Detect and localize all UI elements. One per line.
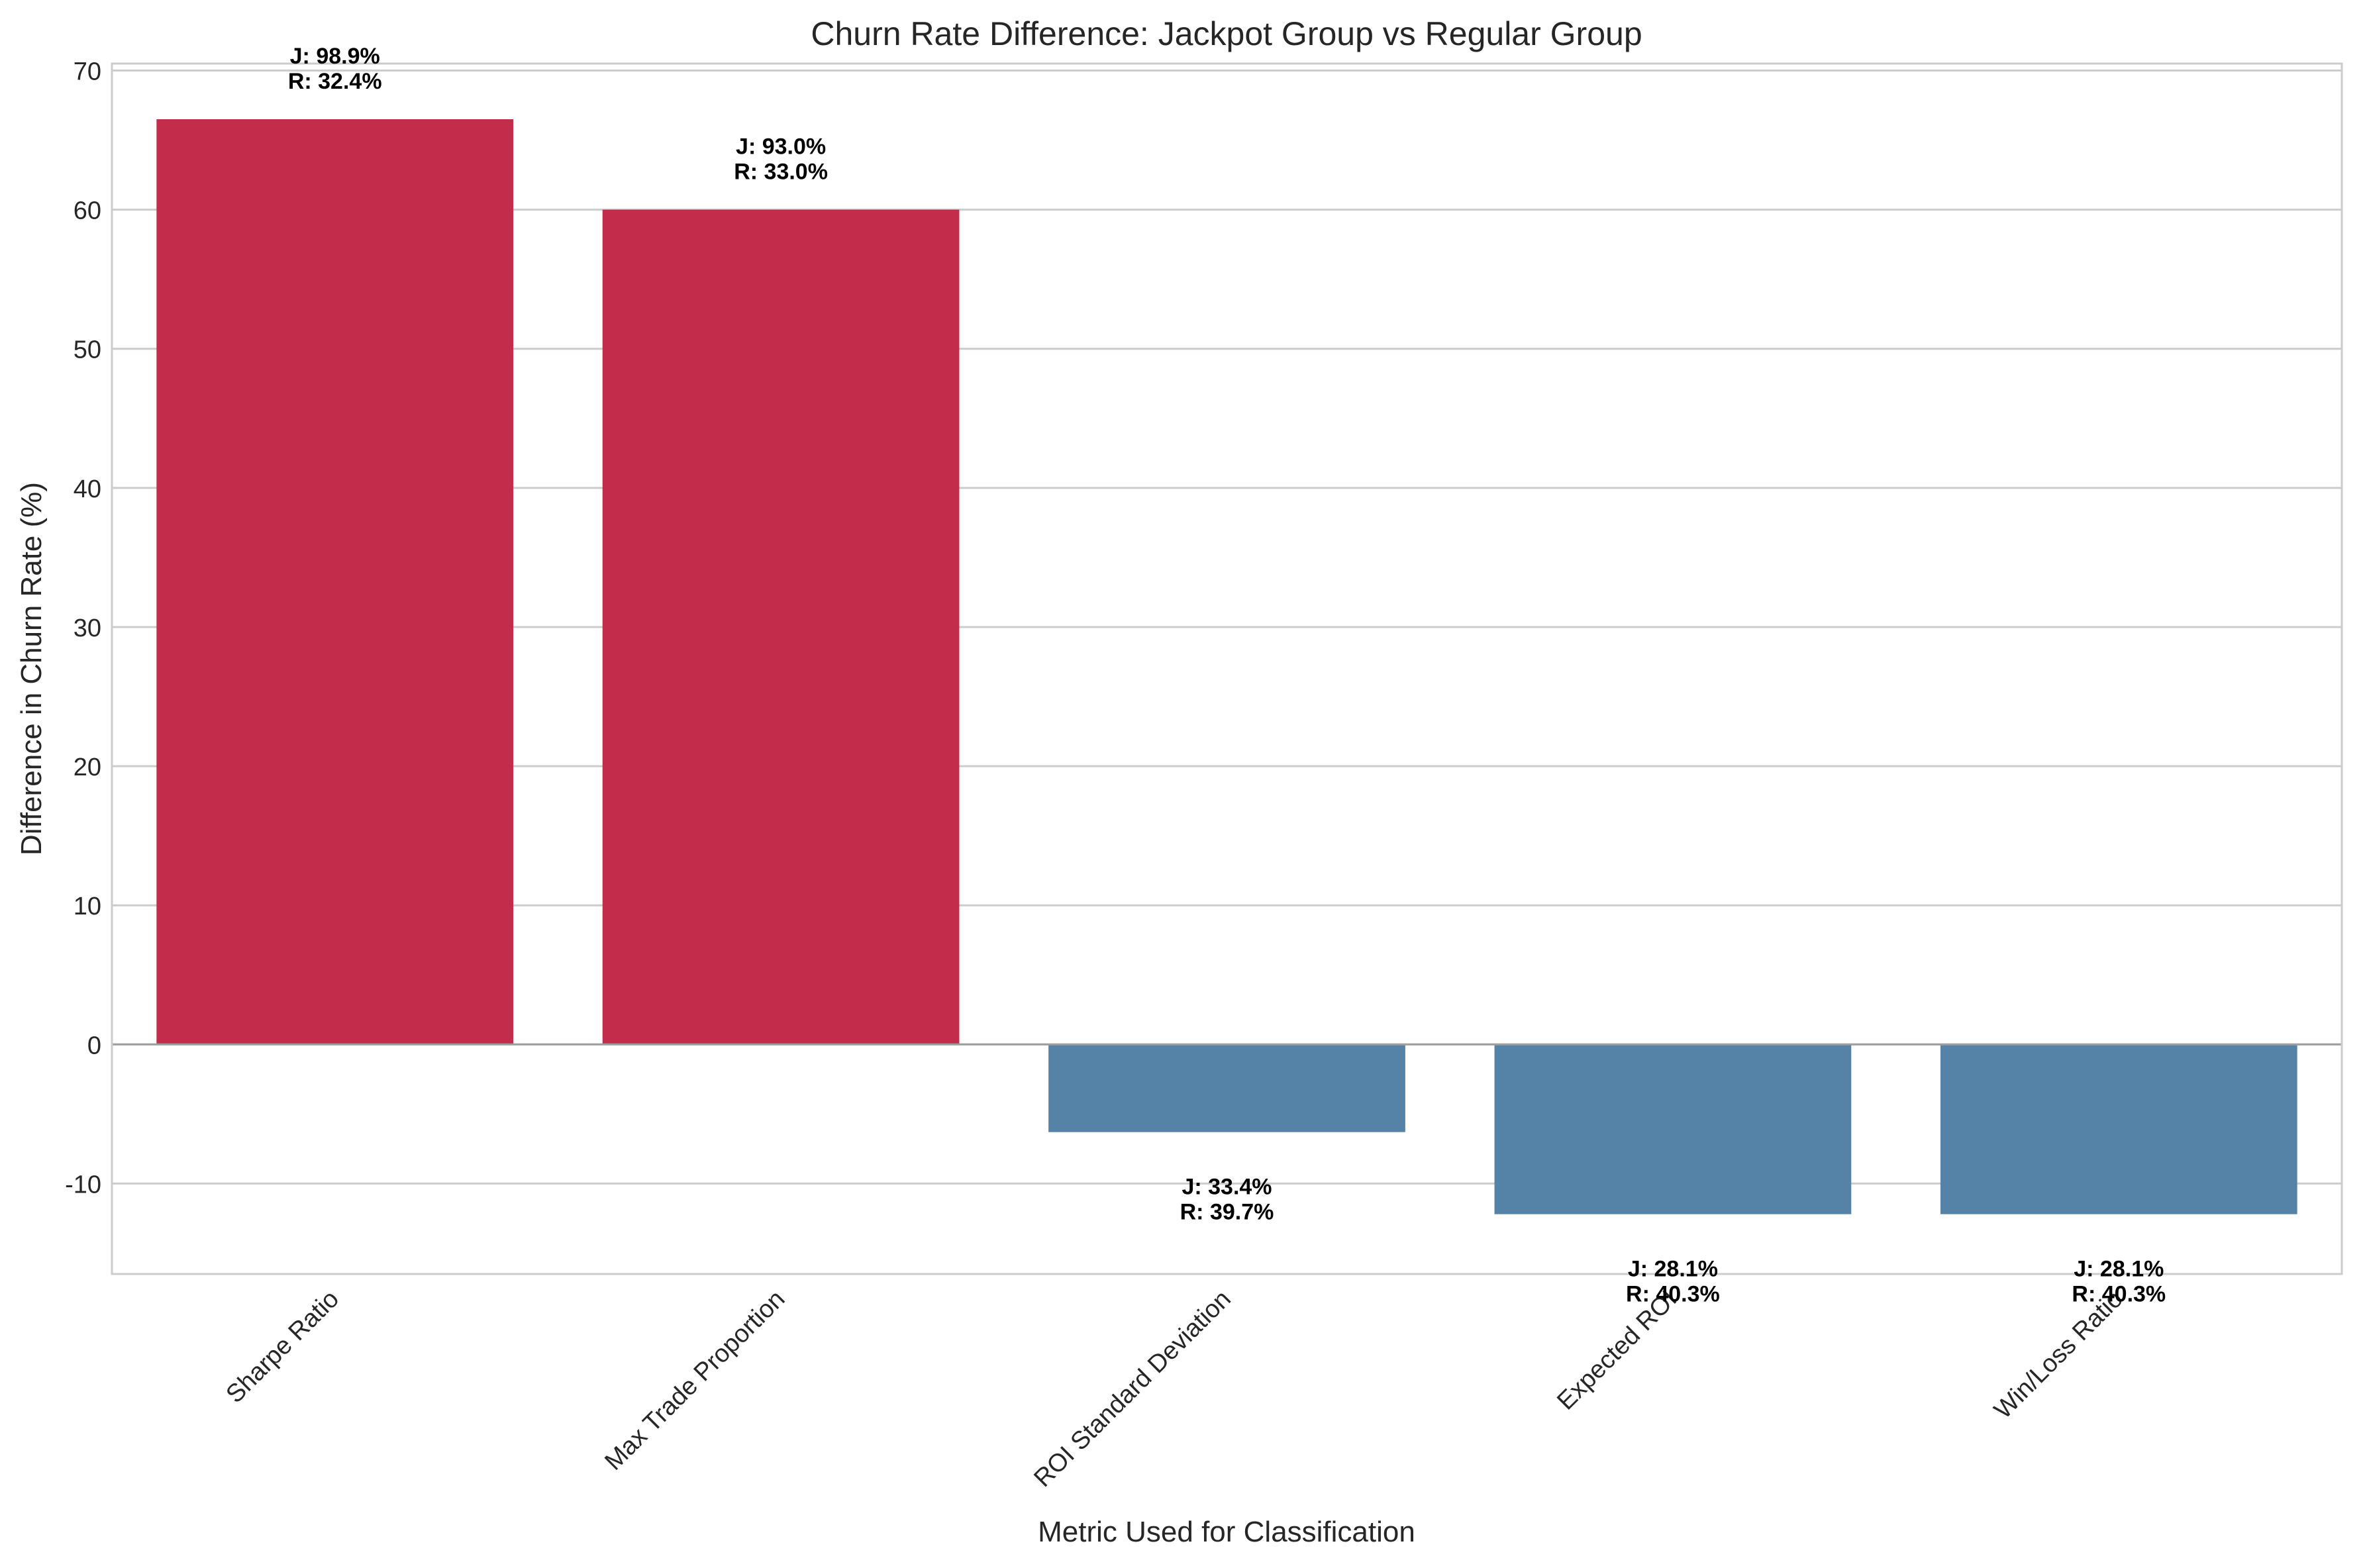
chart-title: Churn Rate Difference: Jackpot Group vs … (811, 15, 1642, 52)
plot-frame (111, 62, 2343, 1275)
annotation-jackpot: J: 98.9% (290, 44, 380, 69)
y-tick-labels: -10 0 10 20 30 40 50 60 70 (65, 58, 101, 1199)
annotation-jackpot: J: 28.1% (1628, 1257, 1718, 1282)
y-axis-label: Difference in Churn Rate (%) (15, 482, 48, 856)
y-tick-label: 0 (87, 1032, 101, 1059)
annotation-regular: R: 40.3% (2072, 1282, 2166, 1307)
bars (156, 119, 2297, 1214)
bar (156, 119, 514, 1045)
annotation-regular: R: 33.0% (734, 160, 828, 185)
x-axis-label: Metric Used for Classification (1038, 1516, 1415, 1548)
annotation-jackpot: J: 33.4% (1182, 1175, 1272, 1200)
bar (1494, 1044, 1852, 1214)
y-tick-label: 70 (74, 58, 101, 86)
y-tick-label: 40 (74, 475, 101, 503)
y-tick-label: 60 (74, 197, 101, 225)
bar-annotations: J: 98.9%R: 32.4% J: 93.0%R: 33.0% J: 33.4%… (288, 44, 2166, 1307)
annotation-jackpot: J: 28.1% (2074, 1257, 2164, 1282)
bar (1940, 1044, 2297, 1214)
annotation-regular: R: 40.3% (1626, 1282, 1720, 1307)
y-tick-label: 50 (74, 336, 101, 364)
bar (602, 209, 960, 1045)
y-tick-label: -10 (65, 1171, 101, 1199)
annotation-jackpot: J: 93.0% (736, 134, 826, 160)
annotation-regular: R: 32.4% (288, 69, 382, 94)
bar (1048, 1044, 1405, 1132)
annotation-regular: R: 39.7% (1180, 1200, 1274, 1225)
y-tick-label: 10 (74, 893, 101, 920)
y-tick-label: 20 (74, 754, 101, 781)
y-tick-label: 30 (74, 614, 101, 642)
